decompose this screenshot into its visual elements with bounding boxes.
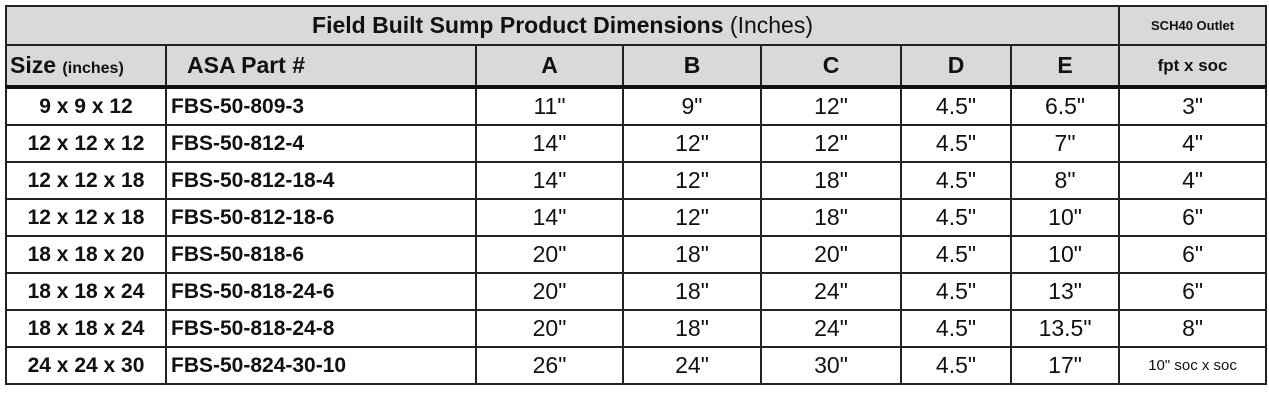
size-unit: (inches) <box>62 60 124 77</box>
size-cell: 18 x 18 x 24 <box>5 309 167 348</box>
dimensions-table: Field Built Sump Product Dimensions (Inc… <box>4 5 1268 385</box>
dimension-cell: 17" <box>1009 346 1121 385</box>
size-label: Size <box>10 52 57 78</box>
dimension-cell: 10" <box>1009 235 1121 274</box>
dimension-cell: 8" <box>1118 309 1268 348</box>
dimension-cell: 20" <box>475 272 624 311</box>
dimension-cell: 14" <box>475 124 624 163</box>
dimension-cell: 18" <box>760 198 902 237</box>
part-cell: FBS-50-818-24-8 <box>165 309 477 348</box>
part-cell: FBS-50-824-30-10 <box>165 346 477 385</box>
dimension-cell: 4.5" <box>900 235 1012 274</box>
dimension-cell: 7" <box>1009 124 1121 163</box>
column-header: C <box>760 44 902 89</box>
dimension-cell: 12" <box>622 198 762 237</box>
dimension-cell: 14" <box>475 161 624 200</box>
table-row: 24 x 24 x 30 FBS-50-824-30-10 26" 24" 30" 4.5… <box>5 346 1268 385</box>
dimension-cell: 4.5" <box>900 161 1012 200</box>
column-header: D <box>900 44 1012 89</box>
column-header: B <box>622 44 762 89</box>
dimension-cell: 10" <box>1009 198 1121 237</box>
column-header-row: Size (inches) ASA Part # A B C D E fpt x… <box>5 44 1268 89</box>
table-row: 12 x 12 x 18 FBS-50-812-18-4 14" 12" 18" 4.5"… <box>5 161 1268 200</box>
table-row: 12 x 12 x 18 FBS-50-812-18-6 14" 12" 18" 4.5"… <box>5 198 1268 237</box>
dimension-cell: 4.5" <box>900 198 1012 237</box>
column-header: E <box>1009 44 1121 89</box>
table-row: 18 x 18 x 24 FBS-50-818-24-8 20" 18" 24" 4.5"… <box>5 309 1268 348</box>
dimension-cell: 4" <box>1118 124 1268 163</box>
part-cell: FBS-50-812-4 <box>165 124 477 163</box>
size-cell: 12 x 12 x 12 <box>5 124 167 163</box>
dimension-cell: 6" <box>1118 235 1268 274</box>
dimension-cell: 6.5" <box>1009 86 1121 126</box>
dimension-cell: 9" <box>622 86 762 126</box>
table-row: 12 x 12 x 12 FBS-50-812-4 14" 12" 12" 4.5" 7" 4… <box>5 124 1268 163</box>
table-row: 9 x 9 x 12 FBS-50-809-3 11" 9" 12" 4.5" 6.5" 3" <box>5 86 1268 126</box>
dimension-cell: 10" soc x soc <box>1118 346 1268 385</box>
dimension-cell: 26" <box>475 346 624 385</box>
dimension-cell: 12" <box>622 161 762 200</box>
size-cell: 18 x 18 x 20 <box>5 235 167 274</box>
dimension-cell: 13.5" <box>1009 309 1121 348</box>
size-header: Size (inches) <box>5 44 167 89</box>
dimension-cell: 6" <box>1118 198 1268 237</box>
part-cell: FBS-50-809-3 <box>165 86 477 126</box>
title: Field Built Sump Product Dimensions <box>312 12 724 38</box>
dimension-cell: 12" <box>622 124 762 163</box>
size-cell: 9 x 9 x 12 <box>5 86 167 126</box>
dimension-cell: 3" <box>1118 86 1268 126</box>
dimension-cell: 4.5" <box>900 124 1012 163</box>
title-cell: Field Built Sump Product Dimensions (Inc… <box>4 5 1121 46</box>
dimension-cell: 18" <box>622 235 762 274</box>
table-row: 18 x 18 x 24 FBS-50-818-24-6 20" 18" 24" 4.5"… <box>5 272 1268 311</box>
dimension-cell: 6" <box>1118 272 1268 311</box>
part-cell: FBS-50-818-6 <box>165 235 477 274</box>
size-cell: 24 x 24 x 30 <box>5 346 167 385</box>
dimension-cell: 8" <box>1009 161 1121 200</box>
outlet-title: SCH40 Outlet <box>1118 5 1268 46</box>
dimension-cell: 4" <box>1118 161 1268 200</box>
part-cell: FBS-50-818-24-6 <box>165 272 477 311</box>
dimension-cell: 24" <box>760 309 902 348</box>
dimension-cell: 4.5" <box>900 309 1012 348</box>
dimension-cell: 12" <box>760 86 902 126</box>
dimension-cell: 18" <box>760 161 902 200</box>
dimension-cell: 13" <box>1009 272 1121 311</box>
title-unit: (Inches) <box>729 12 814 38</box>
dimension-cell: 4.5" <box>900 346 1012 385</box>
size-cell: 12 x 12 x 18 <box>5 198 167 237</box>
dimension-cell: 12" <box>760 124 902 163</box>
column-header: A <box>475 44 624 89</box>
dimension-cell: 30" <box>760 346 902 385</box>
title-row: Field Built Sump Product Dimensions (Inc… <box>4 5 1268 46</box>
dimension-cell: 18" <box>622 272 762 311</box>
dimension-cell: 14" <box>475 198 624 237</box>
dimension-cell: 4.5" <box>900 86 1012 126</box>
dimension-cell: 11" <box>475 86 624 126</box>
table-row: 18 x 18 x 20 FBS-50-818-6 20" 18" 20" 4.5" 10"… <box>5 235 1268 274</box>
dimension-cell: 18" <box>622 309 762 348</box>
column-header: fpt x soc <box>1118 44 1268 89</box>
dimension-cell: 24" <box>760 272 902 311</box>
dimension-cell: 4.5" <box>900 272 1012 311</box>
dimension-cell: 20" <box>760 235 902 274</box>
size-cell: 12 x 12 x 18 <box>5 161 167 200</box>
dimension-cell: 24" <box>622 346 762 385</box>
dimension-cell: 20" <box>475 235 624 274</box>
size-cell: 18 x 18 x 24 <box>5 272 167 311</box>
part-cell: FBS-50-812-18-6 <box>165 198 477 237</box>
column-header: ASA Part # <box>165 44 477 89</box>
dimension-cell: 20" <box>475 309 624 348</box>
part-cell: FBS-50-812-18-4 <box>165 161 477 200</box>
